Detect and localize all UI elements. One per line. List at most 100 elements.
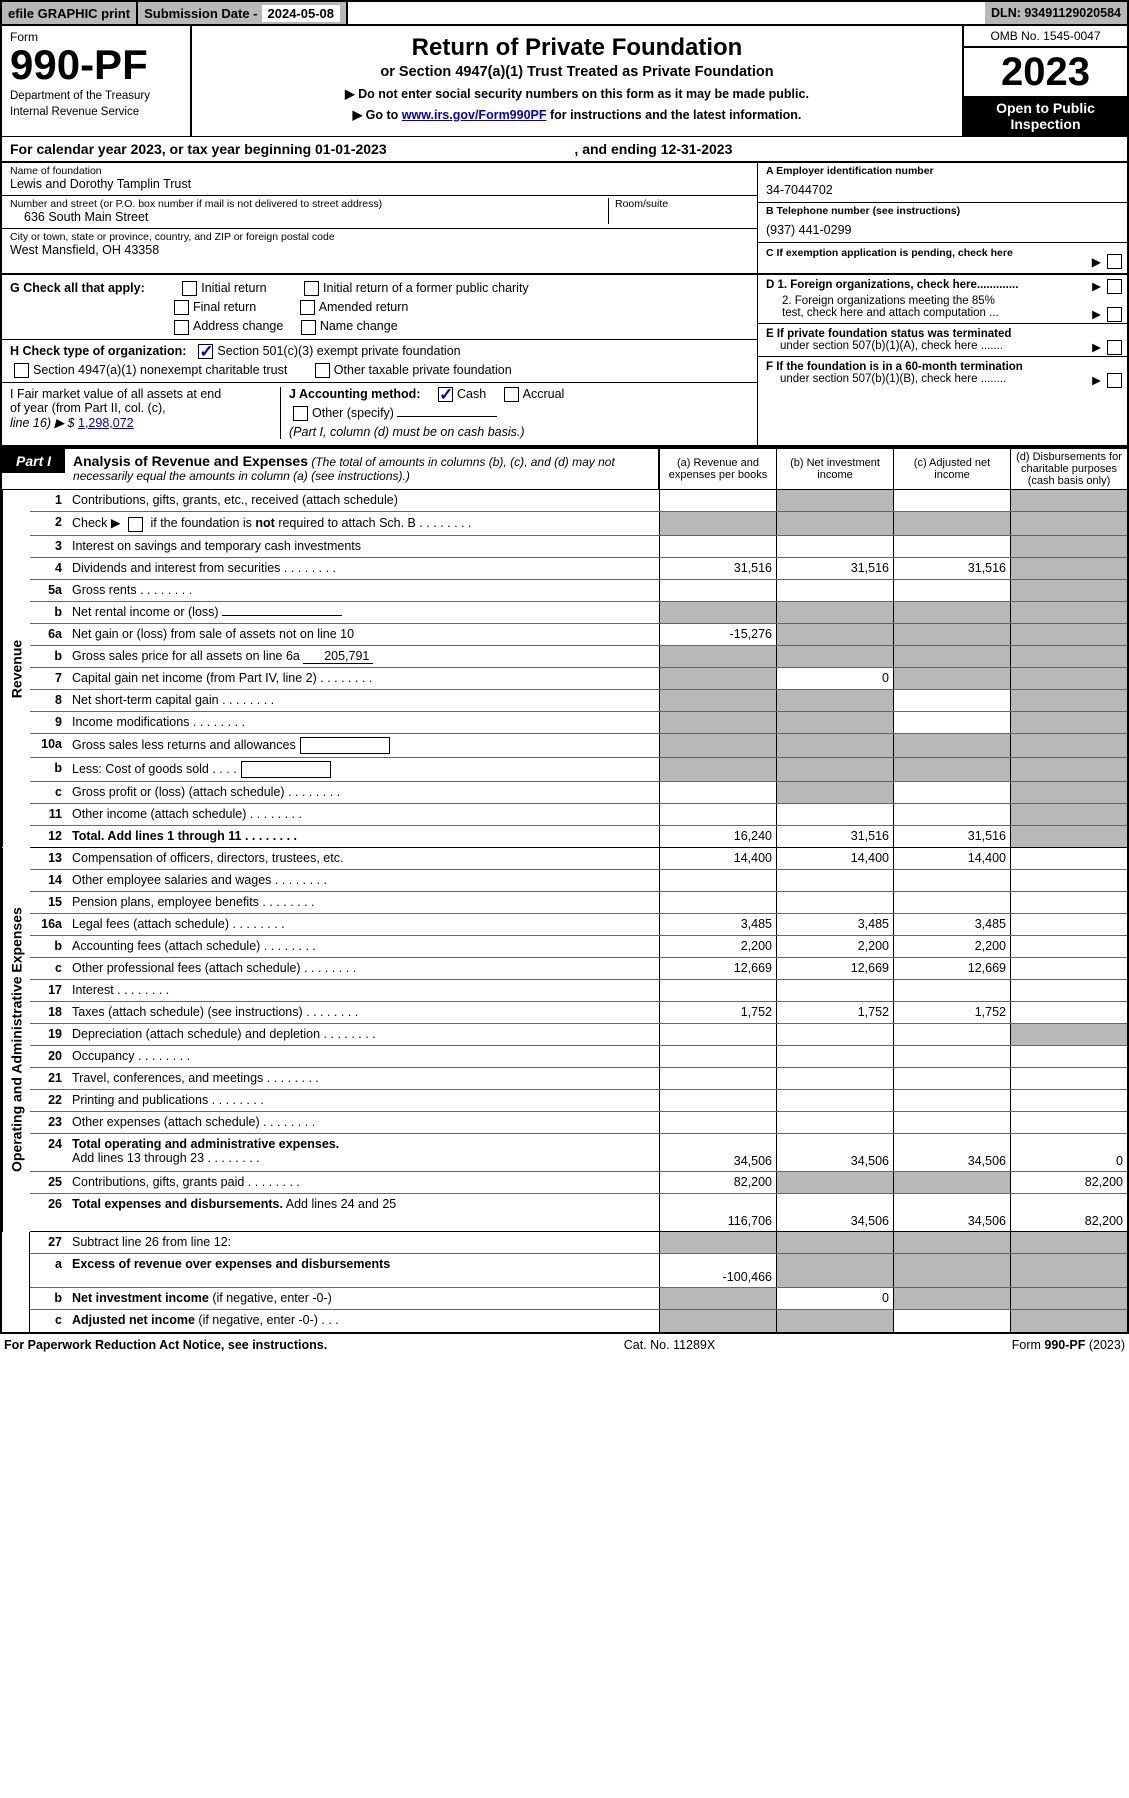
t: Other expenses (attach schedule): [72, 1115, 260, 1129]
line-num: 5a: [30, 580, 68, 601]
line-num: 17: [30, 980, 68, 1001]
fmv-link[interactable]: 1,298,072: [78, 416, 134, 430]
line-num: b: [30, 936, 68, 957]
top-bar: efile GRAPHIC print Submission Date - 20…: [0, 0, 1129, 26]
e2: under section 507(b)(1)(A), check here .…: [780, 340, 1003, 352]
col-d: [1010, 536, 1127, 557]
t: Gross sales price for all assets on line…: [72, 649, 300, 663]
col-c: 1,752: [893, 1002, 1010, 1023]
dots: . . . . . . . .: [204, 1151, 260, 1165]
dept-irs: Internal Revenue Service: [10, 106, 182, 118]
line-desc: Taxes (attach schedule) (see instruction…: [68, 1002, 659, 1023]
i-line1: I Fair market value of all assets at end: [10, 387, 280, 401]
col-b: [776, 1068, 893, 1089]
t: Other professional fees (attach schedule…: [72, 961, 301, 975]
line-desc: Compensation of officers, directors, tru…: [68, 848, 659, 869]
col-a: 31,516: [659, 558, 776, 579]
other-method-checkbox[interactable]: [293, 406, 308, 421]
t: Check ▶: [72, 516, 124, 530]
initial-public-checkbox[interactable]: [304, 281, 319, 296]
col-c: 14,400: [893, 848, 1010, 869]
dots: . . . . . . . .: [285, 785, 341, 799]
dots: . . . . . . . .: [320, 1027, 376, 1041]
line-desc: Other income (attach schedule) . . . . .…: [68, 804, 659, 825]
d2b: test, check here and attach computation …: [782, 307, 999, 319]
part1-table: Revenue 1Contributions, gifts, grants, e…: [0, 490, 1129, 1333]
dots: . . . . . . . .: [189, 715, 245, 729]
col-a: [659, 1232, 776, 1253]
part1-title: Analysis of Revenue and Expenses: [73, 453, 308, 469]
col-b: [776, 1232, 893, 1253]
4947a1-checkbox[interactable]: [14, 363, 29, 378]
line-12: 12Total. Add lines 1 through 11 . . . . …: [30, 826, 1127, 848]
line-num: a: [30, 1254, 68, 1287]
address-cell: Number and street (or P.O. box number if…: [2, 196, 757, 229]
section-g: G Check all that apply: Initial return I…: [10, 281, 749, 296]
i-line2: of year (from Part II, col. (c),: [10, 401, 280, 415]
line-desc: Check ▶ if the foundation is not require…: [68, 512, 659, 534]
col-d: [1010, 1068, 1127, 1089]
line-desc: Occupancy . . . . . . . .: [68, 1046, 659, 1067]
col-a: 12,669: [659, 958, 776, 979]
other-taxable-checkbox[interactable]: [315, 363, 330, 378]
tax-year: 2023: [964, 48, 1127, 96]
line-num: 3: [30, 536, 68, 557]
col-d-header: (d) Disbursements for charitable purpose…: [1010, 449, 1127, 489]
col-a: 16,240: [659, 826, 776, 847]
cash-checkbox[interactable]: [438, 387, 453, 402]
t: Income modifications: [72, 715, 189, 729]
d1-checkbox[interactable]: [1107, 279, 1122, 294]
col-c: [893, 1232, 1010, 1253]
col-c: [893, 512, 1010, 534]
initial-return-checkbox[interactable]: [182, 281, 197, 296]
sch-b-checkbox[interactable]: [128, 517, 143, 532]
line-6b: bGross sales price for all assets on lin…: [30, 646, 1127, 668]
col-d: [1010, 580, 1127, 601]
instructions-link[interactable]: www.irs.gov/Form990PF: [402, 108, 547, 122]
line-num: 10a: [30, 734, 68, 757]
name-change-checkbox[interactable]: [301, 320, 316, 335]
section-d: D 1. Foreign organizations, check here..…: [758, 275, 1127, 324]
dots: . . . . . . . .: [241, 829, 297, 843]
cal-pre: For calendar year 2023, or tax year begi…: [10, 141, 315, 157]
f-checkbox[interactable]: [1107, 373, 1122, 388]
form-title: Return of Private Foundation: [204, 34, 950, 62]
col-d: [1010, 914, 1127, 935]
501c3-checkbox[interactable]: [198, 344, 213, 359]
col-c: [893, 1046, 1010, 1067]
col-d: [1010, 490, 1127, 511]
line-18: 18Taxes (attach schedule) (see instructi…: [30, 1002, 1127, 1024]
j-note: (Part I, column (d) must be on cash basi…: [289, 425, 749, 439]
header-left: Form 990-PF Department of the Treasury I…: [2, 26, 192, 136]
d1-label: D 1. Foreign organizations, check here..…: [766, 279, 1018, 291]
accrual-checkbox[interactable]: [504, 387, 519, 402]
col-b: [776, 580, 893, 601]
col-c: [893, 980, 1010, 1001]
g-opt1: Initial return: [201, 281, 266, 295]
amended-return-checkbox[interactable]: [300, 300, 315, 315]
address-change-checkbox[interactable]: [174, 320, 189, 335]
line-num: 9: [30, 712, 68, 733]
dots: . . . . . . . .: [229, 917, 285, 931]
street-address: 636 South Main Street: [10, 210, 608, 224]
line-5a: 5aGross rents . . . . . . . .: [30, 580, 1127, 602]
exemption-checkbox[interactable]: [1107, 254, 1122, 269]
col-c: [893, 782, 1010, 803]
street-cell: Number and street (or P.O. box number if…: [10, 198, 609, 224]
col-d: [1010, 782, 1127, 803]
instructions-link-row: ▶ Go to www.irs.gov/Form990PF for instru…: [204, 107, 950, 122]
efile-print-button[interactable]: efile GRAPHIC print: [2, 2, 138, 24]
line-25: 25Contributions, gifts, grants paid . . …: [30, 1172, 1127, 1194]
form-number: 990-PF: [10, 44, 182, 86]
col-d: [1010, 1310, 1127, 1332]
line-desc: Other employee salaries and wages . . . …: [68, 870, 659, 891]
final-return-checkbox[interactable]: [174, 300, 189, 315]
col-d: [1010, 690, 1127, 711]
e-checkbox[interactable]: [1107, 340, 1122, 355]
section-f: F If the foundation is in a 60-month ter…: [758, 357, 1127, 389]
d2-checkbox[interactable]: [1107, 307, 1122, 322]
line-4: 4Dividends and interest from securities …: [30, 558, 1127, 580]
line-desc: Subtract line 26 from line 12:: [68, 1232, 659, 1253]
col-b: 31,516: [776, 826, 893, 847]
t: Total operating and administrative expen…: [72, 1137, 339, 1151]
